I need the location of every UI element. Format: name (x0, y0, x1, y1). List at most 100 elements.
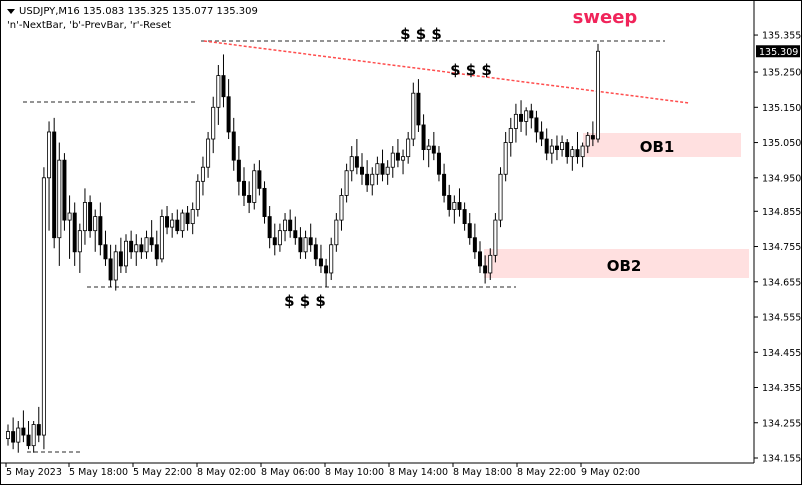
candle (67, 195, 72, 259)
candle (252, 163, 257, 210)
candle (421, 114, 426, 161)
price-tick-label: 135.250 (762, 68, 801, 79)
candle-body (93, 216, 98, 232)
candle (442, 163, 447, 203)
candle (477, 241, 482, 273)
candle (221, 54, 226, 108)
candle (324, 258, 329, 288)
candle-body (442, 173, 447, 196)
candle-body (436, 152, 441, 175)
candle (359, 153, 364, 185)
candle-body (190, 209, 195, 225)
candle-body (349, 156, 354, 172)
candle (549, 139, 554, 164)
candle-body (431, 145, 436, 154)
symbol-line: USDJPY,M16 135.083 135.325 135.077 135.3… (19, 6, 258, 17)
candle-body (149, 237, 154, 246)
candle (283, 213, 288, 242)
candle-body (31, 424, 36, 447)
time-tick-label: 5 May 2023 (6, 467, 62, 478)
candle (447, 184, 452, 217)
price-tick-label: 134.555 (762, 313, 801, 324)
candle-body (57, 159, 62, 239)
candle (303, 230, 308, 259)
candle-body (154, 244, 159, 260)
candle (134, 234, 139, 266)
candle-body (467, 223, 472, 239)
candle-body (544, 138, 549, 154)
candle-body (390, 152, 395, 168)
candle (26, 420, 31, 450)
candle (149, 220, 154, 252)
candle-body (354, 156, 359, 168)
candle-body (426, 145, 431, 150)
candle (467, 213, 472, 245)
candle-body (180, 212, 185, 232)
candle (519, 100, 524, 132)
candle-body (488, 254, 493, 274)
candle-body (159, 216, 164, 260)
price-tick-label: 134.355 (762, 383, 801, 394)
candle (231, 117, 236, 171)
candle (365, 160, 370, 192)
candle (88, 195, 93, 238)
candle (503, 131, 508, 182)
candle-body (52, 131, 57, 239)
controls-hint: 'n'-NextBar, 'b'-PrevBar, 'r'-Reset (7, 20, 172, 31)
candle-body (288, 219, 293, 232)
candle-body (293, 230, 298, 239)
candle-body (16, 427, 21, 443)
candle-body (113, 251, 118, 281)
candle-body (77, 230, 82, 253)
candle-body (252, 170, 257, 203)
candle (370, 167, 375, 196)
candle (226, 79, 231, 140)
candle-body (226, 96, 231, 133)
candle-body (554, 145, 559, 150)
candle-body (241, 180, 246, 196)
trendline[interactable] (203, 40, 690, 104)
candle (165, 205, 170, 235)
candle-body (477, 251, 482, 267)
candle-body (406, 138, 411, 158)
candle (180, 209, 185, 238)
current-price-label: 135.309 (759, 47, 798, 58)
candle-body (200, 166, 205, 182)
candle (529, 103, 534, 129)
candle-body (329, 244, 334, 274)
candle (277, 223, 282, 252)
candle-body (596, 50, 601, 140)
candle-body (365, 173, 370, 186)
candle-body (472, 237, 477, 253)
candle-body (416, 92, 421, 126)
candle-body (298, 237, 303, 253)
candle-body (549, 145, 554, 154)
candle (354, 139, 359, 175)
candle (344, 163, 349, 203)
candle-body (375, 163, 380, 175)
candle-body (313, 244, 318, 260)
candle (139, 237, 144, 259)
candle (570, 146, 575, 171)
candle (21, 410, 26, 443)
candle (457, 188, 462, 217)
candle (488, 248, 493, 281)
price-tick-label: 135.150 (762, 103, 801, 114)
sweep-label: sweep (573, 7, 638, 28)
current-price-badge (756, 45, 800, 58)
candle-body (380, 163, 385, 175)
price-tick-label: 134.855 (762, 207, 801, 218)
candle (580, 142, 585, 168)
candle-body (206, 138, 211, 168)
candle (513, 103, 518, 143)
candle-body (134, 244, 139, 253)
collapse-triangle-icon[interactable] (7, 8, 15, 14)
ob1-label: OB1 (640, 138, 675, 156)
candle-body (359, 166, 364, 175)
candle (108, 244, 113, 288)
ob1-zone (583, 133, 741, 157)
candle (170, 213, 175, 238)
candle-body (11, 431, 16, 443)
candle (129, 230, 134, 259)
